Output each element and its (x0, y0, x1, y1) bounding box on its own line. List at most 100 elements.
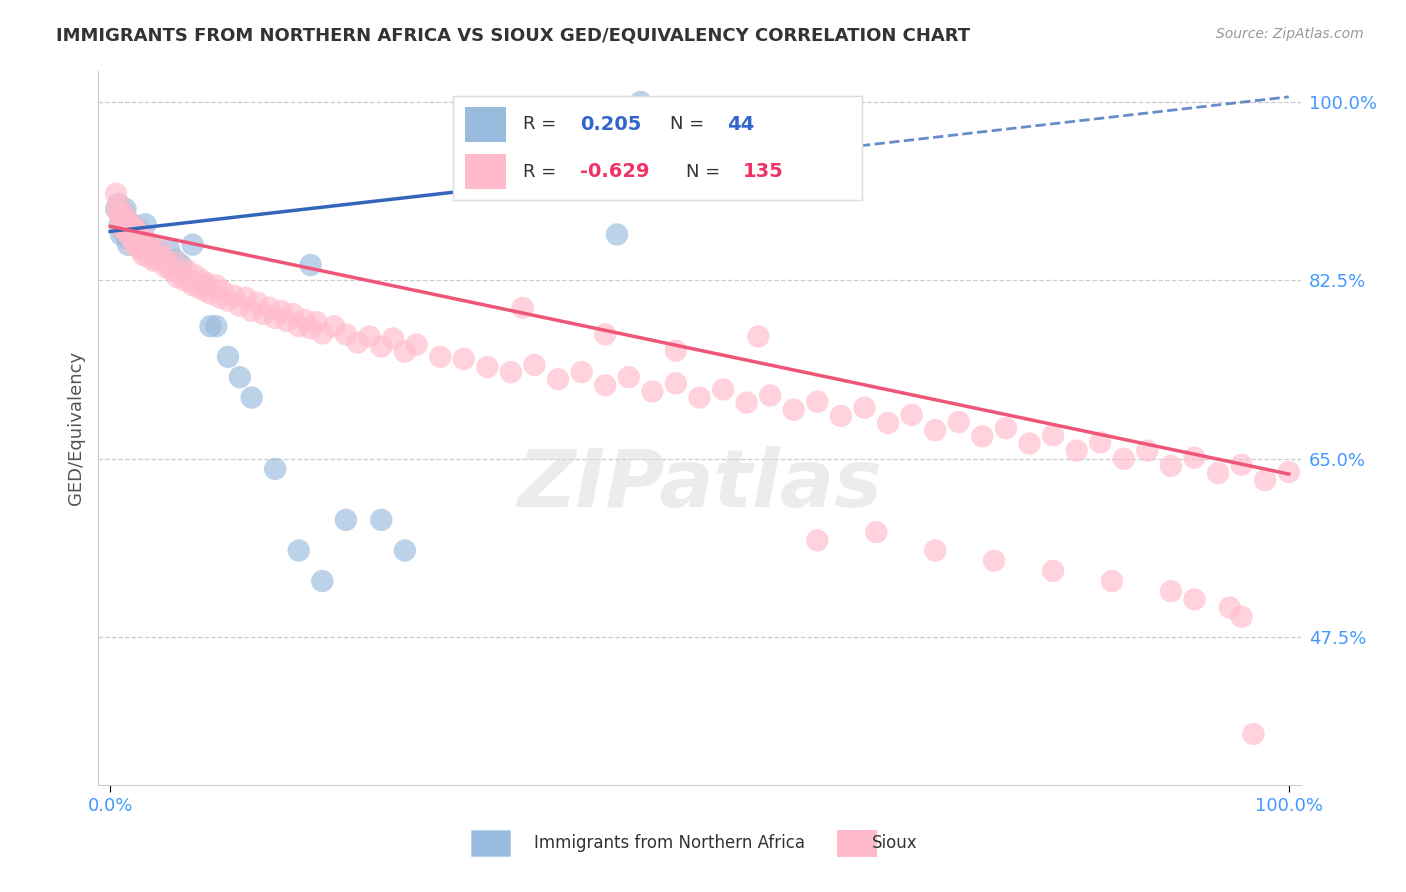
Point (994, 421, 1017, 435)
Text: Source: ZipAtlas.com: Source: ZipAtlas.com (1216, 27, 1364, 41)
Point (370, 340, 392, 354)
Point (1241, 727, 1264, 741)
Point (181, 278, 204, 293)
Point (806, 533, 828, 548)
Point (107, 197, 129, 211)
Point (149, 243, 172, 257)
Point (122, 219, 145, 234)
Point (270, 304, 292, 318)
Point (665, 343, 688, 358)
Point (222, 288, 245, 302)
Point (1160, 584, 1182, 599)
Point (1184, 450, 1206, 465)
Point (394, 543, 416, 558)
Point (1230, 609, 1253, 624)
Point (665, 376, 688, 391)
Point (108, 217, 131, 231)
Point (948, 415, 970, 429)
Point (689, 391, 711, 405)
Point (865, 525, 887, 540)
Point (1254, 473, 1277, 487)
Point (191, 273, 214, 287)
Point (1278, 465, 1301, 479)
Point (1136, 443, 1159, 458)
Point (924, 543, 946, 558)
Point (128, 222, 150, 236)
Point (114, 227, 136, 242)
Point (877, 416, 900, 430)
Point (1184, 592, 1206, 607)
Point (294, 313, 316, 327)
Text: IMMIGRANTS FROM NORTHERN AFRICA VS SIOUX GED/EQUIVALENCY CORRELATION CHART: IMMIGRANTS FROM NORTHERN AFRICA VS SIOUX… (56, 27, 970, 45)
Point (208, 291, 231, 305)
Point (276, 314, 298, 328)
Text: Sioux: Sioux (872, 834, 917, 852)
Point (217, 293, 239, 308)
Point (593, 327, 616, 342)
Point (114, 202, 136, 216)
Point (1112, 451, 1135, 466)
Point (523, 358, 546, 372)
Point (323, 319, 346, 334)
Point (131, 235, 153, 250)
Point (142, 254, 165, 268)
Point (157, 258, 180, 272)
Point (1018, 436, 1040, 450)
Point (606, 227, 628, 242)
Point (617, 370, 640, 384)
Point (107, 197, 129, 211)
Point (711, 383, 734, 397)
Point (179, 273, 201, 287)
Point (1219, 600, 1241, 615)
Point (122, 227, 145, 242)
Point (983, 554, 1005, 568)
Point (170, 266, 193, 280)
Point (132, 248, 155, 262)
Point (900, 408, 922, 422)
Point (311, 326, 333, 341)
Point (806, 394, 828, 409)
Point (128, 227, 150, 242)
Point (370, 513, 392, 527)
Point (924, 423, 946, 437)
Point (129, 243, 152, 257)
Point (735, 395, 758, 409)
Point (141, 245, 163, 260)
Point (830, 409, 852, 423)
Point (1160, 458, 1182, 473)
Point (477, 359, 499, 374)
Point (783, 402, 806, 417)
Point (117, 227, 139, 242)
Point (429, 350, 451, 364)
Point (115, 222, 138, 236)
Point (405, 337, 427, 351)
Point (264, 462, 287, 476)
Point (127, 240, 149, 254)
Point (281, 307, 304, 321)
Point (110, 212, 132, 227)
Point (499, 365, 522, 379)
Point (211, 284, 233, 298)
Point (122, 237, 145, 252)
Point (136, 250, 159, 264)
Point (136, 237, 159, 252)
Point (200, 286, 222, 301)
Point (111, 222, 134, 236)
Point (125, 223, 148, 237)
Point (193, 284, 215, 298)
Point (1206, 466, 1229, 480)
Point (120, 221, 142, 235)
Point (195, 277, 218, 291)
Point (394, 344, 416, 359)
Point (112, 207, 135, 221)
Point (124, 222, 146, 236)
Point (571, 365, 593, 379)
Point (547, 372, 569, 386)
Point (111, 217, 134, 231)
Point (630, 95, 652, 109)
Point (110, 227, 132, 242)
Point (138, 240, 160, 254)
Point (170, 258, 193, 272)
Point (299, 258, 322, 272)
Point (120, 222, 142, 236)
